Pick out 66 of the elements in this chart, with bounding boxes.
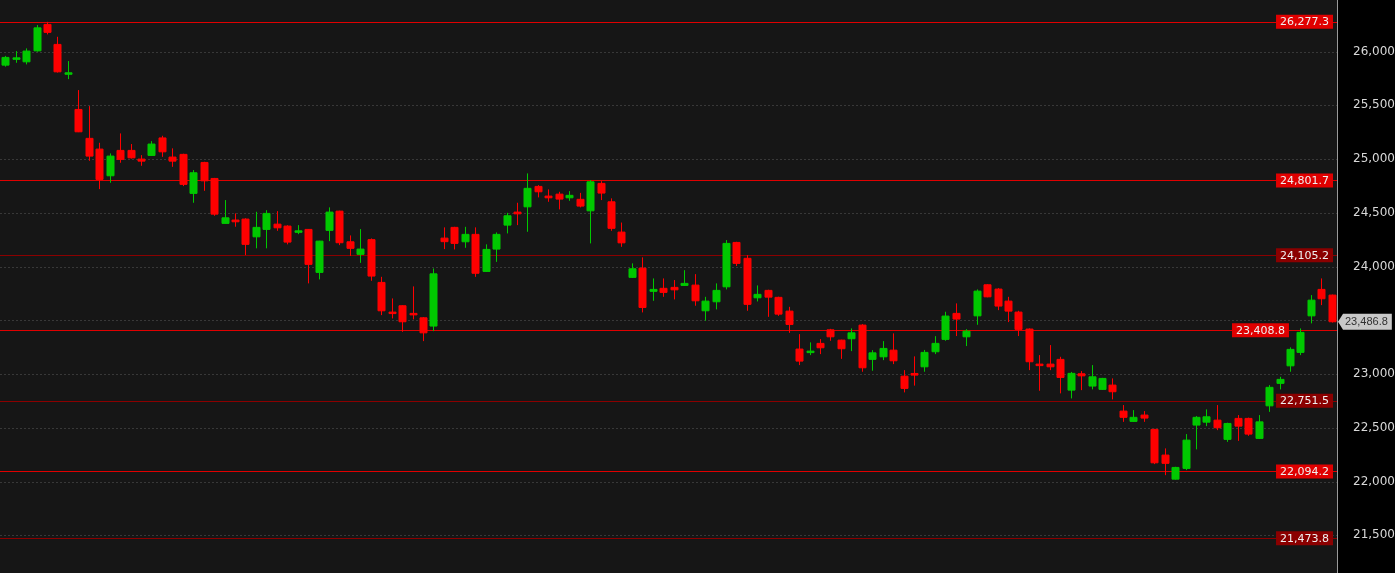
candlestick [1255, 414, 1264, 440]
candlestick [879, 340, 888, 361]
candlestick [221, 199, 230, 225]
candlestick [701, 296, 710, 322]
candlestick [785, 306, 794, 334]
candlestick [106, 152, 115, 184]
y-tick-label: 25,500 [1353, 97, 1395, 112]
candlestick [1265, 384, 1274, 413]
candlestick [1067, 371, 1076, 399]
candlestick [523, 172, 532, 233]
candlestick [346, 234, 355, 257]
candlestick [1307, 294, 1316, 324]
candlestick [461, 226, 470, 249]
candlestick [920, 349, 929, 373]
candlestick [419, 316, 428, 342]
text: 23,486.8 [1345, 315, 1388, 328]
ref-line-label: 24,801.7 [1280, 173, 1329, 187]
candlestick [837, 339, 846, 360]
candlestick [670, 279, 679, 300]
y-tick-label: 25,000 [1353, 151, 1395, 166]
y-tick-label: 24,500 [1353, 204, 1395, 219]
candlestick [503, 212, 512, 234]
candlestick [1077, 370, 1086, 391]
candlestick [1161, 447, 1170, 476]
candlestick [847, 327, 856, 352]
candlestick [617, 222, 626, 248]
y-tick-label: 22,000 [1353, 473, 1395, 488]
candlestick [795, 333, 804, 366]
candlestick [952, 302, 961, 337]
candlestick [1035, 354, 1044, 392]
ref-line-label: 23,408.8 [1236, 323, 1285, 337]
candlestick [116, 132, 125, 164]
candlestick [356, 228, 365, 264]
candlestick [1317, 277, 1326, 306]
ref-line-label: 22,094.2 [1280, 464, 1329, 478]
ref-line-label: 24,105.2 [1280, 248, 1329, 262]
y-tick-label: 24,000 [1353, 258, 1395, 273]
candlestick [941, 311, 950, 342]
candlestick [168, 147, 177, 168]
ref-line-label: 22,751.5 [1280, 394, 1329, 408]
ref-line-label: 26,277.3 [1280, 15, 1329, 29]
candlestick [1108, 377, 1117, 400]
y-tick-label: 26,000 [1353, 43, 1395, 58]
ref-line-label: 21,473.8 [1280, 531, 1329, 545]
candlestick [409, 285, 418, 320]
candlestick [868, 349, 877, 372]
candlestick [158, 135, 167, 158]
candlestick [33, 24, 42, 53]
candlestick [910, 355, 919, 387]
candlestick [732, 241, 741, 267]
y-tick-label: 21,500 [1353, 527, 1395, 542]
candlestick [64, 60, 73, 80]
candlestick [597, 180, 606, 201]
candlestick [1213, 404, 1222, 431]
candlestick [649, 277, 658, 302]
candlestick [889, 332, 898, 365]
y-tick-label: 22,500 [1353, 419, 1395, 434]
candlestick [900, 369, 909, 393]
candlestick [513, 202, 522, 226]
candlestick [659, 277, 668, 298]
y-tick-label: 23,000 [1353, 366, 1395, 381]
candlestick [74, 89, 83, 133]
candlestick [325, 206, 334, 242]
candlestick [712, 282, 721, 310]
candlestick [189, 169, 198, 204]
candlestick [691, 273, 700, 307]
